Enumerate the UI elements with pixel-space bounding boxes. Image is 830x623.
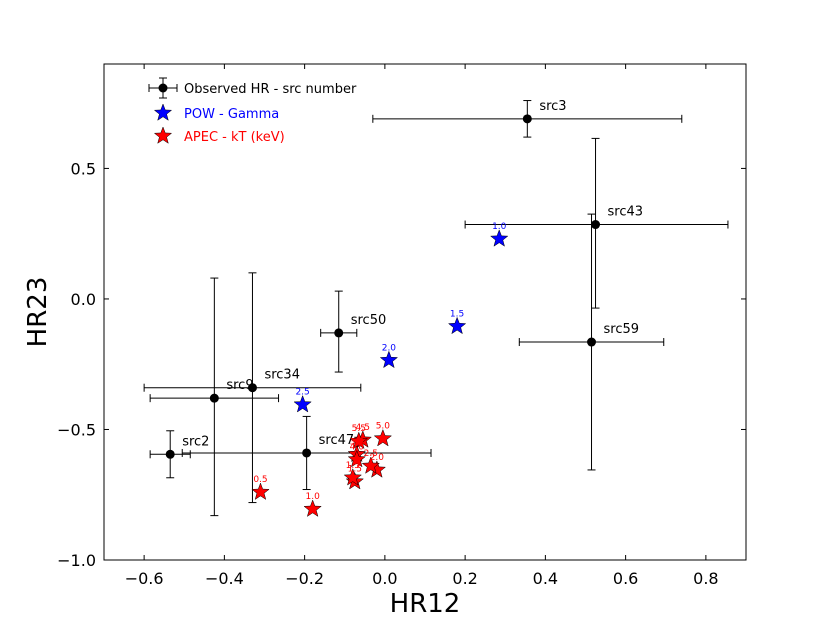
legend-entry-label: POW - Gamma: [184, 107, 279, 122]
x-tick-label: 0.0: [372, 569, 397, 588]
apec-kt-label: 0.5: [253, 475, 267, 485]
observed-point: [522, 114, 532, 124]
observed-point: [247, 383, 257, 393]
label-layer: src3 src43 src59 src50 src34 src9 src2 src47 1.0…: [182, 99, 643, 502]
observed-point: [587, 337, 597, 347]
x-axis-title: HR12: [390, 589, 461, 619]
x-tick-label: −0.6: [125, 569, 164, 588]
y-tick-label: 0.5: [71, 159, 96, 178]
pow-gamma-label: 1.5: [450, 309, 464, 319]
apec-star-marker: [303, 499, 322, 517]
y-tick-label: −0.5: [57, 420, 96, 439]
legend-star-marker: [153, 126, 173, 144]
source-label: src59: [604, 322, 640, 337]
source-label: src50: [351, 313, 387, 328]
source-label: src3: [539, 99, 566, 114]
plot-area: [103, 63, 747, 561]
pow-gamma-label: 2.5: [295, 388, 309, 398]
x-tick-label: 0.4: [533, 569, 558, 588]
apec-star-marker: [347, 449, 367, 468]
pow-star-marker: [379, 350, 399, 369]
apec-kt-label: 1.0: [305, 492, 320, 502]
source-label: src43: [608, 205, 644, 220]
observed-point: [165, 449, 175, 459]
apec-star-marker: [251, 482, 270, 500]
apec-kt-label: 5.0: [376, 422, 391, 432]
legend-star-marker: [153, 103, 173, 121]
source-label: src34: [264, 368, 300, 383]
apec-kt-label: 2.5: [364, 449, 378, 459]
observed-point: [591, 220, 601, 230]
axes-layer: −0.6 −0.4 −0.2 0.0 0.2 0.4 0.6 0.8 −1.0 −0.5 0.0 0.…: [57, 64, 746, 588]
x-tick-label: −0.2: [285, 569, 324, 588]
apec-kt-label: 5.5: [352, 424, 366, 434]
x-tick-label: 0.2: [452, 569, 477, 588]
y-tick-label: 0.0: [71, 290, 96, 309]
pow-star-marker: [489, 229, 509, 247]
marker-layer: [165, 114, 601, 517]
x-tick-label: 0.8: [693, 569, 718, 588]
apec-star-marker: [361, 456, 381, 474]
pow-gamma-label: 1.0: [492, 222, 507, 232]
pow-gamma-label: 2.0: [382, 343, 397, 353]
apec-kt-label: 4.5: [356, 423, 370, 433]
apec-star-marker: [373, 428, 393, 447]
legend-entry-label: Observed HR - src number: [184, 82, 357, 97]
source-label: src2: [182, 434, 209, 449]
source-label: src47: [319, 433, 355, 448]
apec-kt-label: 3.5: [350, 437, 364, 447]
y-tick-label: −1.0: [57, 551, 96, 570]
x-tick-label: −0.4: [205, 569, 244, 588]
pow-star-marker: [293, 394, 312, 413]
legend: Observed HR - src number POW - Gamma APEC …: [148, 77, 357, 145]
legend-observed-marker: [158, 83, 168, 93]
y-axis-title: HR23: [23, 277, 53, 348]
apec-star-marker: [343, 468, 363, 486]
x-tick-label: 0.6: [613, 569, 638, 588]
source-label: src9: [226, 378, 253, 393]
apec-kt-label: 1.5: [348, 465, 362, 475]
apec-kt-label: 4.0: [350, 442, 365, 452]
apec-kt-label: 2.0: [370, 453, 385, 463]
legend-entry-label: APEC - kT (keV): [184, 130, 285, 145]
observed-point: [209, 393, 219, 403]
observed-point: [302, 448, 312, 458]
apec-kt-label: 1.5: [346, 461, 360, 471]
apec-star-marker: [349, 431, 369, 450]
observed-point: [334, 328, 344, 338]
pow-star-marker: [447, 316, 467, 335]
